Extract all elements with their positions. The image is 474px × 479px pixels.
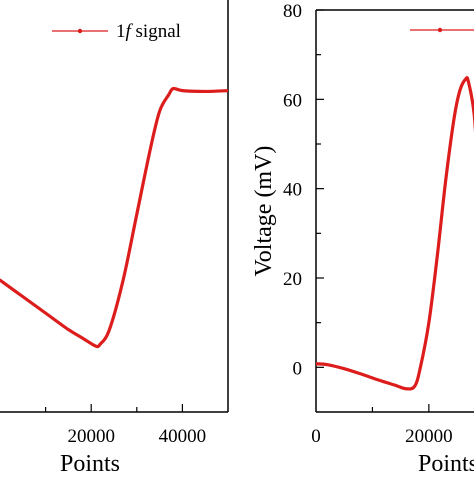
right-y-tick-label: 60 [283, 90, 302, 111]
left-x-ticks: 20000 40000 [44, 404, 207, 447]
legend-label-suffix: signal [131, 21, 181, 42]
right-y-tick-label: 80 [283, 1, 302, 22]
right-x-tick-label: 0 [311, 426, 321, 447]
left-x-tick-label: 40000 [159, 426, 207, 447]
legend-label: 1f signal [116, 21, 181, 42]
legend-label-italic: f [126, 21, 134, 42]
legend-label-prefix: 1 [116, 21, 126, 42]
left-x-axis-title: Points [60, 451, 120, 474]
right-x-axis-title: Points [418, 451, 474, 474]
left-x-tick-label: 20000 [67, 426, 115, 447]
left-series-line [0, 86, 228, 349]
right-y-tick-label: 20 [283, 269, 302, 290]
right-y-ticks: 0 20 40 60 80 [283, 1, 324, 379]
right-y-tick-label: 0 [293, 358, 303, 379]
right-x-ticks: 0 20000 [311, 404, 453, 447]
right-y-tick-label: 40 [283, 180, 302, 201]
right-y-axis-title: Voltage (mV) [251, 146, 277, 277]
left-panel: 20000 40000 Points 1f signal [0, 0, 229, 477]
legend-marker [77, 28, 83, 34]
right-legend [410, 27, 474, 33]
legend: 1f signal [52, 21, 181, 42]
right-series-line [316, 76, 474, 391]
right-panel: 0 20000 0 20 40 60 80 Voltage (mV) Points [251, 1, 474, 477]
right-x-tick-label: 20000 [405, 426, 453, 447]
right-legend-marker [437, 27, 443, 33]
